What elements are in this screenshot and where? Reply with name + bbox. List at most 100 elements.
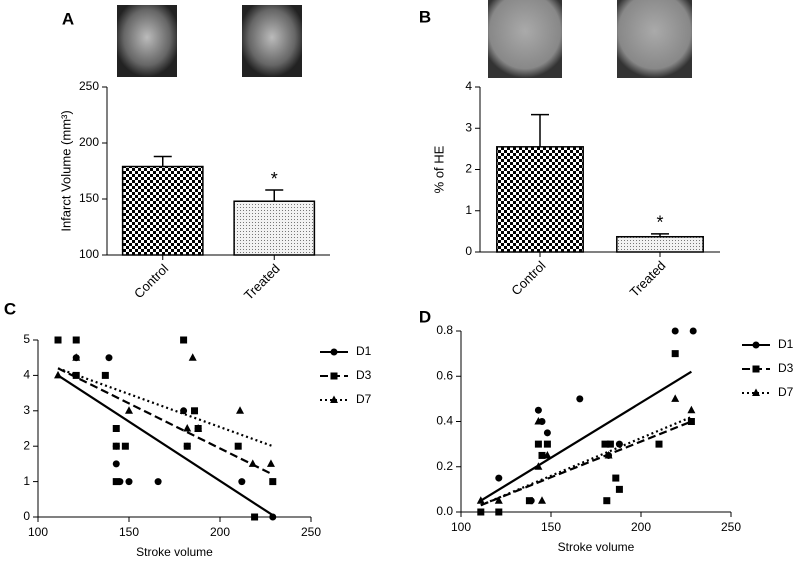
point (671, 394, 680, 402)
legend-label: D3 (356, 368, 372, 382)
x-tick-label: Treated (241, 261, 283, 303)
legend-label: D7 (778, 385, 794, 399)
point (476, 496, 485, 504)
y-tick-label: 100 (79, 247, 99, 261)
trend-line (480, 415, 692, 507)
bar (121, 165, 204, 256)
point (54, 370, 63, 379)
point (687, 405, 696, 414)
x-tick-label: 200 (210, 525, 230, 539)
x-tick-label: Treated (627, 258, 669, 300)
point (525, 497, 533, 505)
y-tick-label: 0.4 (436, 414, 453, 428)
legend-marker (752, 341, 760, 349)
point (603, 497, 611, 505)
legend-marker (752, 365, 760, 373)
y-tick-label: 150 (79, 191, 99, 205)
point (495, 474, 503, 482)
point (125, 406, 133, 414)
panel-label: D (419, 307, 431, 326)
y-tick-label: 0.8 (436, 323, 453, 337)
point (112, 442, 120, 450)
point (72, 336, 80, 344)
point (112, 478, 120, 486)
y-tick-label: 4 (23, 368, 30, 382)
legend-label: D3 (778, 361, 794, 375)
point (538, 496, 546, 504)
legend-marker (330, 372, 338, 380)
point (188, 353, 197, 361)
point (154, 478, 162, 486)
x-tick-label: 250 (721, 520, 741, 534)
y-tick-label: 3 (23, 403, 30, 417)
point (236, 406, 245, 414)
point (72, 353, 81, 361)
point (543, 440, 551, 448)
point (238, 478, 246, 486)
mri-image (488, 0, 562, 78)
point (251, 513, 259, 521)
point (615, 485, 623, 493)
point (606, 440, 614, 448)
point (191, 407, 199, 415)
point (615, 440, 623, 448)
bar (496, 146, 584, 253)
point (655, 440, 663, 448)
point (477, 508, 485, 516)
legend-label: D1 (778, 337, 794, 351)
y-tick-label: 4 (465, 79, 472, 93)
x-tick-label: 250 (301, 525, 321, 539)
point (248, 459, 257, 467)
trend-line (57, 374, 274, 517)
error-bar (153, 155, 172, 167)
point (689, 327, 697, 335)
point (538, 451, 546, 459)
y-axis-title: % of HE (431, 145, 446, 193)
point (183, 442, 191, 450)
y-tick-label: 3 (465, 120, 472, 134)
x-axis-title: Stroke volume (558, 540, 635, 554)
point (54, 336, 62, 344)
trend-line (57, 367, 274, 476)
point (604, 450, 613, 459)
point (495, 508, 503, 516)
y-tick-label: 0 (465, 244, 472, 258)
x-axis-title: Stroke volume (136, 545, 213, 559)
mri-image (117, 5, 177, 77)
bar (233, 200, 316, 256)
trend-line (480, 370, 692, 502)
y-tick-label: 2 (465, 162, 472, 176)
y-tick-label: 0 (23, 509, 30, 523)
panel-label: B (419, 7, 431, 26)
y-tick-label: 1 (465, 203, 472, 217)
x-tick-label: 100 (451, 520, 471, 534)
point (125, 478, 133, 486)
x-tick-label: 150 (541, 520, 561, 534)
mri-images (117, 0, 692, 78)
point (269, 478, 277, 486)
y-tick-label: 0.0 (436, 504, 453, 518)
point (687, 418, 695, 425)
point (112, 425, 120, 432)
y-tick-label: 0.6 (436, 368, 453, 382)
point (494, 496, 503, 504)
annotation: * (271, 169, 278, 189)
point (105, 354, 113, 362)
point (543, 429, 551, 437)
error-bar (651, 233, 669, 237)
point (101, 371, 109, 379)
legend-label: D7 (356, 392, 372, 406)
panel-label: C (4, 299, 16, 318)
point (183, 424, 192, 432)
legend-marker (330, 348, 338, 356)
y-tick-label: 5 (23, 332, 30, 346)
point (234, 442, 242, 450)
annotation: * (656, 213, 663, 233)
mri-image (242, 5, 302, 77)
y-tick-label: 1 (23, 474, 30, 488)
x-tick-label: 150 (119, 525, 139, 539)
point (112, 460, 120, 468)
legend-label: D1 (356, 344, 372, 358)
bar (616, 235, 704, 253)
point (601, 440, 609, 448)
